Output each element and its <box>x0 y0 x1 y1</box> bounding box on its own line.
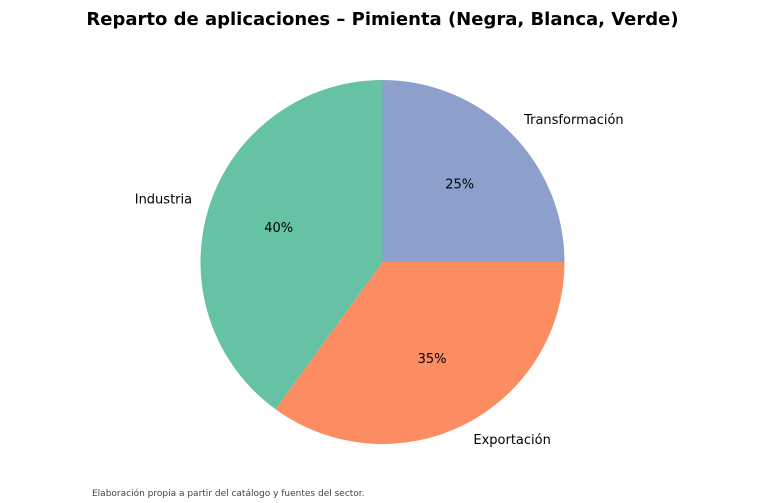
slice-percent-exportacion: 35% <box>418 352 447 367</box>
footnote: Elaboración propia a partir del catálogo… <box>92 489 365 499</box>
pie-slice-industria <box>200 79 383 410</box>
slice-percent-transformacion: 25% <box>445 177 474 192</box>
slice-label-transformacion: Transformación <box>523 113 624 128</box>
pie-slice-exportacion <box>275 262 565 444</box>
slice-percent-industria: 40% <box>264 221 293 236</box>
slice-label-industria: Industria <box>135 193 192 208</box>
pie-slice-transformacion <box>382 80 565 262</box>
chart-title: Reparto de aplicaciones – Pimienta (Negr… <box>86 9 679 30</box>
slice-label-exportacion: Exportación <box>473 433 550 448</box>
